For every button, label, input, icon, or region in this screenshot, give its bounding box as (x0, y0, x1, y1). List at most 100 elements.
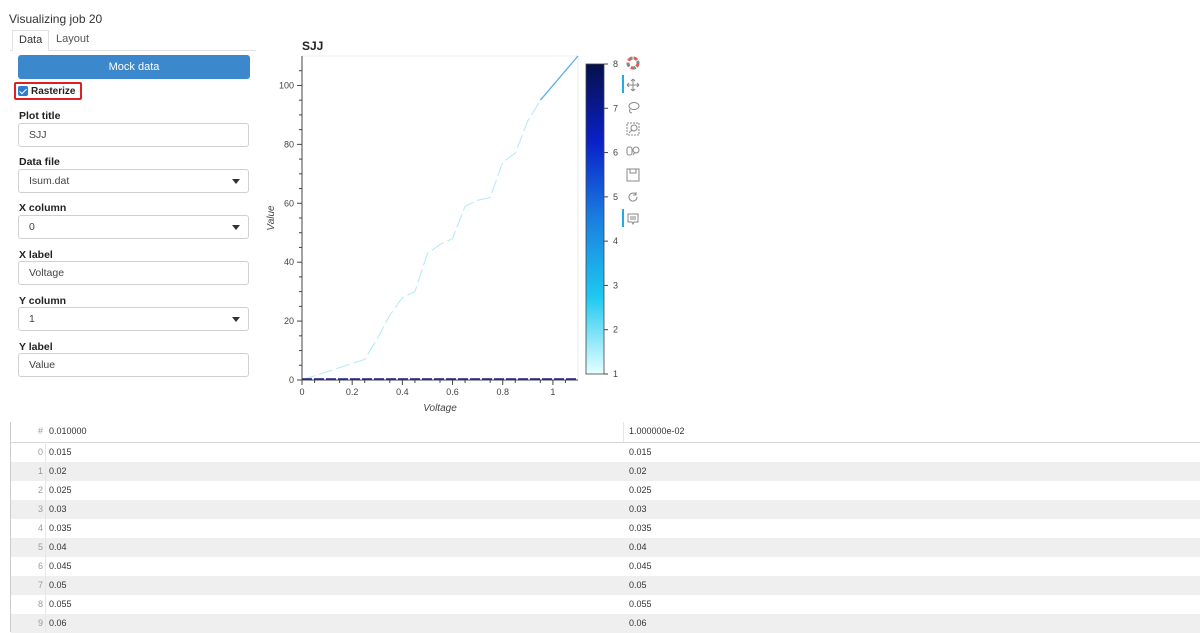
colorbar-tick-label: 7 (613, 103, 618, 113)
y-tick-label: 40 (284, 257, 294, 267)
bokeh-logo-icon[interactable] (624, 55, 642, 71)
plot-area[interactable]: SJJ 0 0.2 0.4 0.6 0.8 1 0 20 40 60 80 100 Voltage … (260, 38, 620, 418)
table-row[interactable]: 5 0.04 0.04 (11, 538, 1200, 557)
table-row[interactable]: 4 0.035 0.035 (11, 519, 1200, 538)
page-title: Visualizing job 20 (9, 12, 103, 26)
table-cell[interactable]: 0.055 (629, 599, 652, 609)
column-separator (623, 422, 624, 442)
data-file-label: Data file (19, 156, 60, 168)
table-row[interactable]: 1 0.02 0.02 (11, 462, 1200, 481)
table-row[interactable]: 8 0.055 0.055 (11, 595, 1200, 614)
tab-layout[interactable]: Layout (56, 33, 90, 45)
colorbar-tick-label: 2 (613, 325, 618, 335)
table-column-header[interactable]: 0.010000 (49, 426, 87, 436)
x-tick-label: 0.2 (346, 387, 359, 397)
pan-icon[interactable] (624, 77, 642, 93)
data-table: # 0.010000 1.000000e-02 0 0.015 0.015 1 … (10, 422, 1200, 633)
table-header: # 0.010000 1.000000e-02 (11, 422, 1200, 443)
rasterize-checkbox[interactable] (18, 86, 28, 96)
x-axis: 0 0.2 0.4 0.6 0.8 1 (299, 379, 578, 397)
x-column-value: 0 (29, 221, 35, 233)
table-cell[interactable]: 0.055 (49, 599, 72, 609)
y-tick-label: 60 (284, 198, 294, 208)
row-index: 6 (37, 561, 43, 571)
y-tick-label: 20 (284, 316, 294, 326)
table-row[interactable]: 9 0.06 0.06 (11, 614, 1200, 633)
rasterize-label: Rasterize (31, 85, 76, 97)
colorbar-tick-label: 6 (613, 148, 618, 158)
colorbar-tick-label: 1 (613, 369, 618, 379)
row-index: 1 (37, 466, 43, 476)
table-row[interactable]: 0 0.015 0.015 (11, 443, 1200, 462)
table-cell[interactable]: 0.06 (49, 618, 67, 628)
table-cell[interactable]: 0.035 (629, 523, 652, 533)
reset-icon[interactable] (624, 189, 642, 205)
table-cell[interactable]: 0.03 (49, 504, 67, 514)
index-column-divider (11, 442, 46, 632)
table-cell[interactable]: 0.02 (629, 466, 647, 476)
colorbar-ticks: 1 2 3 4 5 6 7 8 (604, 59, 618, 379)
y-axis: 0 20 40 60 80 100 (279, 56, 303, 385)
data-file-value: Isum.dat (29, 175, 70, 187)
x-label-input[interactable]: Voltage (18, 261, 249, 285)
mock-data-button[interactable]: Mock data (18, 55, 250, 79)
plot-toolbar (620, 55, 644, 235)
table-cell[interactable]: 0.04 (629, 542, 647, 552)
series-group (301, 55, 579, 381)
table-cell[interactable]: 0.025 (629, 485, 652, 495)
table-row[interactable]: 7 0.05 0.05 (11, 576, 1200, 595)
box-zoom-icon[interactable] (624, 121, 642, 137)
row-index: 0 (37, 447, 43, 457)
x-column-select[interactable]: 0 (18, 215, 249, 239)
y-label-input[interactable]: Value (18, 353, 249, 377)
table-cell[interactable]: 0.05 (629, 580, 647, 590)
table-cell[interactable]: 0.02 (49, 466, 67, 476)
plot-title-input[interactable]: SJJ (18, 123, 249, 147)
row-index: 5 (37, 542, 43, 552)
table-cell[interactable]: 0.045 (49, 561, 72, 571)
colorbar (585, 63, 605, 375)
table-cell[interactable]: 0.05 (49, 580, 67, 590)
x-tick-label: 1 (550, 387, 555, 397)
rasterize-checkbox-group[interactable]: Rasterize (14, 82, 82, 100)
table-cell[interactable]: 0.06 (629, 618, 647, 628)
table-row[interactable]: 3 0.03 0.03 (11, 500, 1200, 519)
table-column-header[interactable]: 1.000000e-02 (629, 426, 685, 436)
table-cell[interactable]: 0.04 (49, 542, 67, 552)
data-file-select[interactable]: Isum.dat (18, 169, 249, 193)
x-tick-label: 0.6 (446, 387, 459, 397)
series-line (301, 55, 579, 381)
y-axis-label: Value (266, 205, 277, 231)
table-cell[interactable]: 0.035 (49, 523, 72, 533)
y-label-label: Y label (19, 341, 53, 353)
colorbar-tick-label: 3 (613, 280, 618, 290)
row-index: 9 (37, 618, 43, 628)
table-cell[interactable]: 0.015 (629, 447, 652, 457)
table-cell[interactable]: 0.015 (49, 447, 72, 457)
hover-icon[interactable] (624, 211, 642, 227)
row-index: 2 (37, 485, 43, 495)
table-row[interactable]: 2 0.025 0.025 (11, 481, 1200, 500)
row-index: 7 (37, 580, 43, 590)
colorbar-tick-label: 8 (613, 59, 618, 69)
table-index-header: # (37, 426, 43, 436)
row-index: 8 (37, 599, 43, 609)
y-column-select[interactable]: 1 (18, 307, 249, 331)
table-cell[interactable]: 0.045 (629, 561, 652, 571)
colorbar-tick-label: 4 (613, 236, 618, 246)
y-tick-label: 0 (289, 375, 294, 385)
table-cell[interactable]: 0.025 (49, 485, 72, 495)
table-cell[interactable]: 0.03 (629, 504, 647, 514)
lasso-select-icon[interactable] (624, 99, 642, 115)
colorbar-tick-label: 5 (613, 192, 618, 202)
x-tick-label: 0.8 (496, 387, 509, 397)
wheel-zoom-icon[interactable] (624, 143, 642, 159)
pan-active-indicator (622, 75, 624, 93)
series-line-upper (539, 55, 579, 101)
table-row[interactable]: 6 0.045 0.045 (11, 557, 1200, 576)
y-tick-label: 100 (279, 80, 294, 90)
tab-data[interactable]: Data (12, 30, 50, 51)
save-icon[interactable] (624, 167, 642, 183)
x-label-label: X label (19, 249, 53, 261)
